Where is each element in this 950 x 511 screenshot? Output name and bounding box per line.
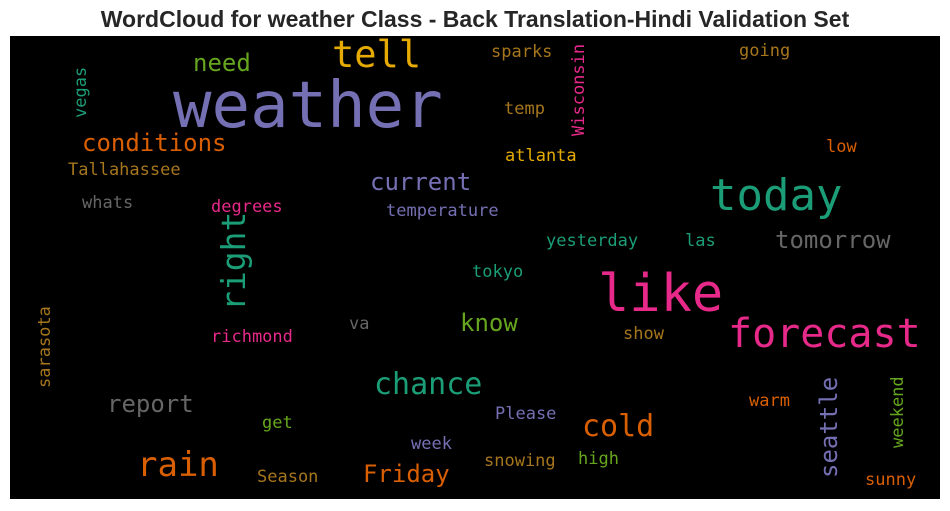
word-temp: temp: [504, 99, 545, 119]
word-friday: Friday: [363, 460, 450, 488]
word-rain: rain: [137, 445, 219, 485]
wordcloud-canvas: weather tell need sparks Wisconsin going vegas…: [10, 36, 940, 499]
word-conditions: conditions: [82, 129, 227, 157]
word-high: high: [578, 449, 619, 469]
word-sparks: sparks: [491, 42, 553, 62]
word-please: Please: [495, 404, 557, 424]
word-las: las: [685, 231, 716, 251]
word-temperature: temperature: [386, 201, 499, 221]
word-atlanta: atlanta: [505, 146, 577, 166]
word-like: like: [598, 264, 724, 324]
word-yesterday: yesterday: [546, 231, 639, 251]
word-season: Season: [257, 467, 319, 487]
word-today: today: [710, 170, 843, 221]
word-warm: warm: [749, 391, 790, 411]
word-weather: weather: [173, 69, 443, 143]
word-report: report: [107, 390, 194, 418]
word-sunny: sunny: [865, 470, 917, 490]
word-va: va: [349, 314, 370, 334]
word-weekend: weekend: [888, 376, 908, 448]
word-vegas: vegas: [71, 66, 91, 118]
word-snowing: snowing: [484, 451, 556, 471]
word-cold: cold: [582, 409, 655, 444]
word-tell: tell: [332, 36, 422, 76]
word-need: need: [193, 49, 251, 77]
word-degrees: degrees: [211, 197, 283, 217]
word-seattle: seattle: [815, 376, 843, 478]
word-wisconsin: Wisconsin: [569, 43, 589, 136]
word-richmond: richmond: [211, 327, 293, 347]
word-sarasota: sarasota: [35, 306, 55, 388]
word-current: current: [370, 168, 472, 196]
word-forecast: forecast: [728, 311, 921, 357]
word-week: week: [411, 434, 452, 454]
word-chance: chance: [374, 367, 483, 402]
chart-title: WordCloud for weather Class - Back Trans…: [100, 6, 850, 32]
word-know: know: [460, 309, 518, 337]
word-whats: whats: [82, 193, 134, 213]
word-going: going: [739, 41, 791, 61]
word-tomorrow: tomorrow: [775, 226, 891, 254]
word-tallahassee: Tallahassee: [68, 160, 181, 180]
word-show: show: [623, 324, 664, 344]
word-right: right: [214, 211, 253, 311]
word-get: get: [262, 413, 293, 433]
word-tokyo: tokyo: [472, 262, 524, 282]
word-low: low: [826, 137, 857, 157]
